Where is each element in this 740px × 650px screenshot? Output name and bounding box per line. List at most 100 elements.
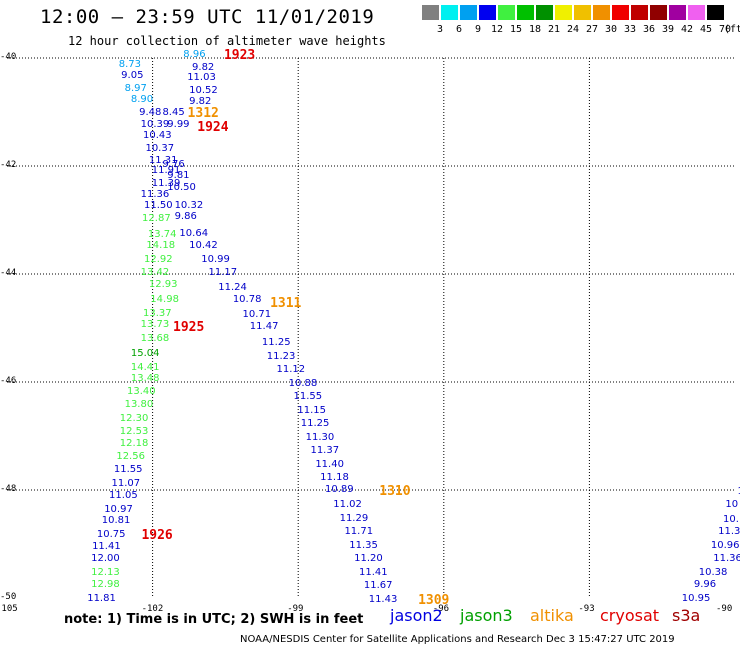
wave-height-value: 8.90 <box>130 94 154 106</box>
wave-height-value: 13.80 <box>124 399 154 411</box>
wave-height-value: 9.05 <box>121 69 144 81</box>
wave-height-value: 11.20 <box>354 553 383 565</box>
legend-item-s3a: s3a <box>672 606 701 625</box>
wave-height-value: 10.89 <box>325 484 354 496</box>
wave-height-value: 11.31 <box>148 154 178 166</box>
scale-swatch <box>688 5 705 20</box>
wave-height-value: 10.39 <box>140 118 170 130</box>
wave-height-value: 12.18 <box>119 438 149 450</box>
wave-height-value: 12.30 <box>119 412 149 424</box>
wave-height-value: 10 <box>725 499 739 511</box>
scale-swatch <box>669 5 686 20</box>
scale-label: 12 <box>490 24 504 35</box>
wave-height-value: 13.48 <box>130 373 160 385</box>
wave-height-value: 10.52 <box>189 85 218 97</box>
scale-swatch <box>517 5 534 20</box>
pass-time-label: 1925 <box>173 320 205 335</box>
scale-label: 6 <box>455 24 463 35</box>
scale-label: 15 <box>509 24 523 35</box>
wave-height-value: 10.81 <box>101 515 131 527</box>
wave-height-value: 11.18 <box>320 472 349 484</box>
wave-height-value: 11.03 <box>187 72 216 84</box>
scale-label: 9 <box>474 24 482 35</box>
wave-height-value: 11.35 <box>349 539 378 551</box>
wave-height-value: 10 <box>738 486 740 497</box>
legend-item-jason2: jason2 <box>390 606 443 625</box>
scale-swatch <box>536 5 553 20</box>
wave-height-value: 11.55 <box>113 464 143 476</box>
wave-height-value: 11.23 <box>266 350 296 362</box>
wave-height-value: 11.41 <box>359 566 388 578</box>
longitude-label: -96 <box>432 604 450 614</box>
latitude-label: -40 <box>0 52 17 62</box>
wave-height-value: 10.78 <box>232 294 262 305</box>
wave-height-value: 10.42 <box>189 240 218 251</box>
wave-height-value: 12.13 <box>91 566 120 578</box>
wave-height-value: 11.47 <box>249 321 279 332</box>
scale-label: 21 <box>547 24 561 35</box>
wave-height-value: 10.50 <box>167 182 196 194</box>
wave-height-value: 11.12 <box>276 364 306 376</box>
scale-label: 42 <box>680 24 694 35</box>
scale-swatch <box>593 5 610 20</box>
wave-height-value: 12.56 <box>116 450 145 462</box>
pass-time-label: 1310 <box>379 483 411 499</box>
longitude-label: -90 <box>716 604 733 614</box>
pass-time-label: 1311 <box>270 295 302 311</box>
wave-height-value: 14.41 <box>130 361 160 373</box>
wave-height-value: 8.45 <box>162 106 185 118</box>
longitude-label: -99 <box>287 604 304 614</box>
wave-height-value: 12.87 <box>142 213 171 224</box>
scale-swatch <box>422 5 439 20</box>
wave-height-value: 11.24 <box>218 282 247 294</box>
wave-height-value: 13.73 <box>140 319 170 331</box>
wave-height-value: 9.82 <box>189 95 212 107</box>
pass-time-label: 1312 <box>187 105 219 121</box>
wave-height-value: 11.07 <box>111 477 141 489</box>
scale-label: 70 <box>718 24 732 35</box>
wave-height-value: 11.55 <box>293 391 323 403</box>
wave-height-value: 9.76 <box>162 159 185 170</box>
wave-height-value: 9.48 <box>139 106 162 118</box>
wave-height-value: 11.29 <box>339 512 369 524</box>
scale-label: 3 <box>436 24 444 35</box>
wave-height-value: 11.81 <box>87 592 116 604</box>
wave-height-value: 11.37 <box>310 445 340 457</box>
wave-height-value: 12.00 <box>91 553 120 565</box>
wave-height-value: 11.67 <box>363 580 393 592</box>
wave-height-value: 8.96 <box>183 49 206 61</box>
scale-label: 27 <box>585 24 599 35</box>
latitude-label: -48 <box>0 484 17 494</box>
wave-height-value: 11.15 <box>297 404 326 416</box>
scale-unit: (ft) <box>724 24 740 35</box>
latitude-label: -44 <box>0 268 17 278</box>
scale-swatch <box>441 5 458 20</box>
legend-item-jason3: jason3 <box>460 606 513 625</box>
wave-height-value: 11.41 <box>92 541 121 553</box>
latitude-label: -42 <box>0 160 17 170</box>
scale-swatch <box>498 5 515 20</box>
wave-height-value: 10. <box>723 513 739 525</box>
wave-height-value: 10.95 <box>681 592 711 604</box>
wave-height-value: 11.36 <box>140 188 170 200</box>
wave-height-value: 11.30 <box>305 431 335 443</box>
scale-swatch <box>555 5 572 20</box>
pass-time-label: 1309 <box>418 592 450 608</box>
note-text: note: 1) Time is in UTC; 2) SWH is in fe… <box>64 612 364 627</box>
wave-height-value: 10.88 <box>288 377 318 389</box>
pass-time-label: 1926 <box>141 527 173 543</box>
wave-height-value: 10.38 <box>698 566 728 578</box>
wave-height-value: 12.53 <box>119 426 149 438</box>
pass-time-label: 1923 <box>223 48 256 64</box>
wave-height-value: 9.82 <box>192 61 215 73</box>
wave-height-value: 13.40 <box>127 385 156 397</box>
longitude-label: -93 <box>578 604 595 614</box>
scale-swatch <box>574 5 591 20</box>
footer-credit: NOAA/NESDIS Center for Satellite Applica… <box>240 634 675 645</box>
wave-height-value: 11.39 <box>151 177 181 189</box>
wave-height-value: 10.96 <box>710 539 740 551</box>
wave-height-value: 10.97 <box>104 503 133 515</box>
wave-height-value: 8.73 <box>118 59 142 71</box>
wave-height-value: 11.25 <box>261 337 291 349</box>
